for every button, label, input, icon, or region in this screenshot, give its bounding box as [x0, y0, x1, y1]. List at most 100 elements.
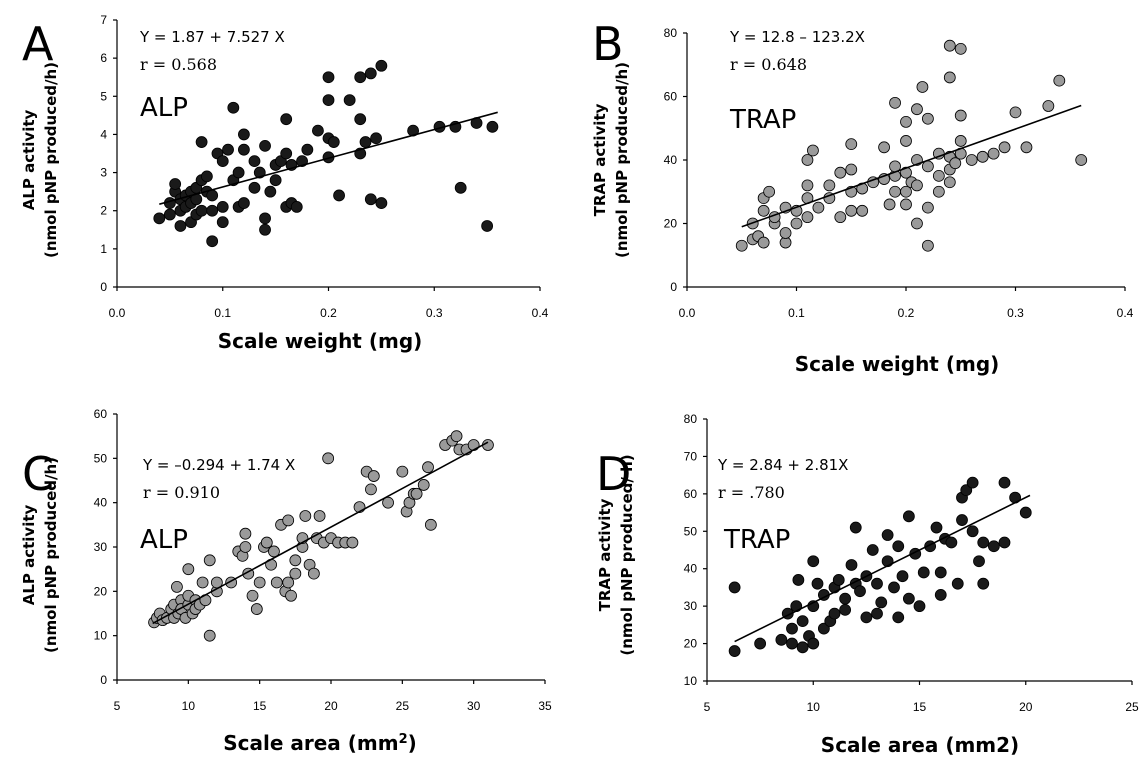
scatter-point — [786, 637, 798, 650]
scatter-point — [206, 235, 219, 248]
y-tick-label: 10 — [94, 629, 108, 643]
scatter-point — [327, 136, 340, 148]
scatter-point — [823, 179, 836, 192]
scatter-point — [790, 217, 803, 230]
y-tick-label: 30 — [684, 599, 698, 613]
scatter-point — [757, 236, 770, 249]
scatter-point — [987, 540, 1000, 553]
x-tick-label: 20 — [1019, 700, 1033, 714]
scatter-point — [902, 592, 915, 605]
regression-equation: Y = –0.294 + 1.74 X — [142, 456, 295, 474]
scatter-point — [786, 622, 798, 635]
scatter-point — [807, 637, 820, 650]
scatter-point — [754, 637, 767, 650]
scatter-point — [280, 147, 293, 160]
scatter-point — [892, 611, 905, 624]
scatter-point — [956, 514, 968, 526]
scatter-point — [775, 633, 788, 646]
y-axis-title: ALP activity — [20, 504, 38, 605]
scatter-point — [248, 181, 261, 194]
scatter-point — [313, 510, 326, 522]
scatter-point — [407, 124, 420, 137]
panel-d: 5 10 15 20 25 10 20 30 40 50 60 70 80 D Y = 2.84 + 2.8… — [596, 412, 1139, 757]
y-tick-label: 50 — [684, 524, 698, 538]
scatter-point — [481, 220, 494, 232]
scatter-point — [417, 479, 430, 491]
scatter-point — [169, 178, 182, 190]
x-axis-title: Scale weight (mg) — [218, 329, 423, 353]
x-tick-label: 25 — [1125, 700, 1139, 714]
y-tick-label: 6 — [100, 51, 107, 65]
scatter-point — [932, 185, 945, 198]
scatter-point — [932, 169, 945, 182]
scatter-point — [264, 185, 277, 198]
scatter-point — [900, 135, 912, 147]
series-label: ALP — [140, 525, 188, 555]
scatter-point — [1019, 506, 1032, 519]
scatter-point — [301, 143, 314, 156]
scatter-point — [237, 197, 250, 209]
y-tick-label: 0 — [100, 280, 107, 294]
scatter-point — [839, 592, 852, 605]
scatter-point — [943, 71, 956, 84]
y-tick-label: 30 — [94, 540, 108, 554]
scatter-point — [801, 154, 814, 166]
scatter-point — [486, 120, 499, 133]
y-tick-label: 2 — [100, 204, 107, 218]
series-label: TRAP — [729, 105, 796, 135]
scatter-point — [966, 476, 979, 489]
x-tick-label: 25 — [396, 699, 410, 713]
y-tick-label: 80 — [664, 26, 678, 40]
scatter-point — [812, 201, 825, 214]
scatter-point — [792, 574, 805, 586]
scatter-point — [845, 163, 858, 176]
panel-c: 5 10 15 20 25 30 35 0 10 20 30 40 50 60 C Y = –0.294 + … — [20, 407, 552, 755]
scatter-point — [828, 607, 841, 620]
y-tick-label: 20 — [94, 584, 108, 598]
scatter-point — [289, 567, 302, 580]
scatter-point — [834, 211, 847, 224]
scatter-point — [871, 607, 883, 620]
y-tick-label: 70 — [684, 449, 698, 463]
scatter-point — [757, 204, 770, 217]
scatter-point — [333, 189, 345, 202]
panel-letter: A — [22, 17, 54, 71]
scatter-point — [977, 536, 990, 549]
scatter-point — [171, 581, 183, 593]
correlation-coefficient: r = 0.568 — [140, 55, 217, 74]
scatter-point — [796, 641, 809, 654]
x-tick-label: 0.1 — [788, 306, 805, 320]
scatter-point — [854, 585, 866, 598]
scatter-point — [888, 581, 900, 594]
scatter-point — [977, 577, 990, 590]
scatter-point — [889, 185, 901, 198]
scatter-point — [913, 600, 926, 613]
scatter-point — [196, 576, 209, 589]
scatter-point — [965, 154, 978, 166]
x-tick-label: 15 — [253, 699, 267, 713]
scatter-point — [1075, 154, 1088, 166]
x-tick-label: 10 — [807, 700, 821, 714]
scatter-point — [817, 622, 830, 635]
y-tick-label: 40 — [664, 153, 678, 167]
y-tick-label: 60 — [94, 407, 108, 421]
scatter-point — [227, 101, 240, 114]
x-tick-label: 35 — [538, 699, 552, 713]
scatter-point — [866, 544, 879, 556]
x-tick-label: 5 — [114, 699, 121, 713]
panel-a: 0.0 0.1 0.2 0.3 0.4 0 1 2 3 4 5 6 7 A Y = 1.87 + 7.527… — [20, 13, 549, 353]
scatter-point — [206, 204, 219, 217]
scatter-point — [845, 138, 858, 151]
scatter-point — [280, 113, 293, 126]
scatter-point — [203, 554, 216, 567]
scatter-point — [250, 603, 263, 615]
scatter-point — [367, 470, 380, 482]
x-axis-title: Scale area (mm2) — [223, 731, 417, 755]
scatter-point — [375, 197, 388, 209]
y-tick-label: 20 — [684, 637, 698, 651]
scatter-point — [875, 596, 888, 609]
scatter-point — [900, 116, 912, 128]
x-tick-label: 0.0 — [109, 306, 126, 320]
x-tick-label: 0.1 — [214, 306, 231, 320]
scatter-point — [364, 67, 377, 80]
